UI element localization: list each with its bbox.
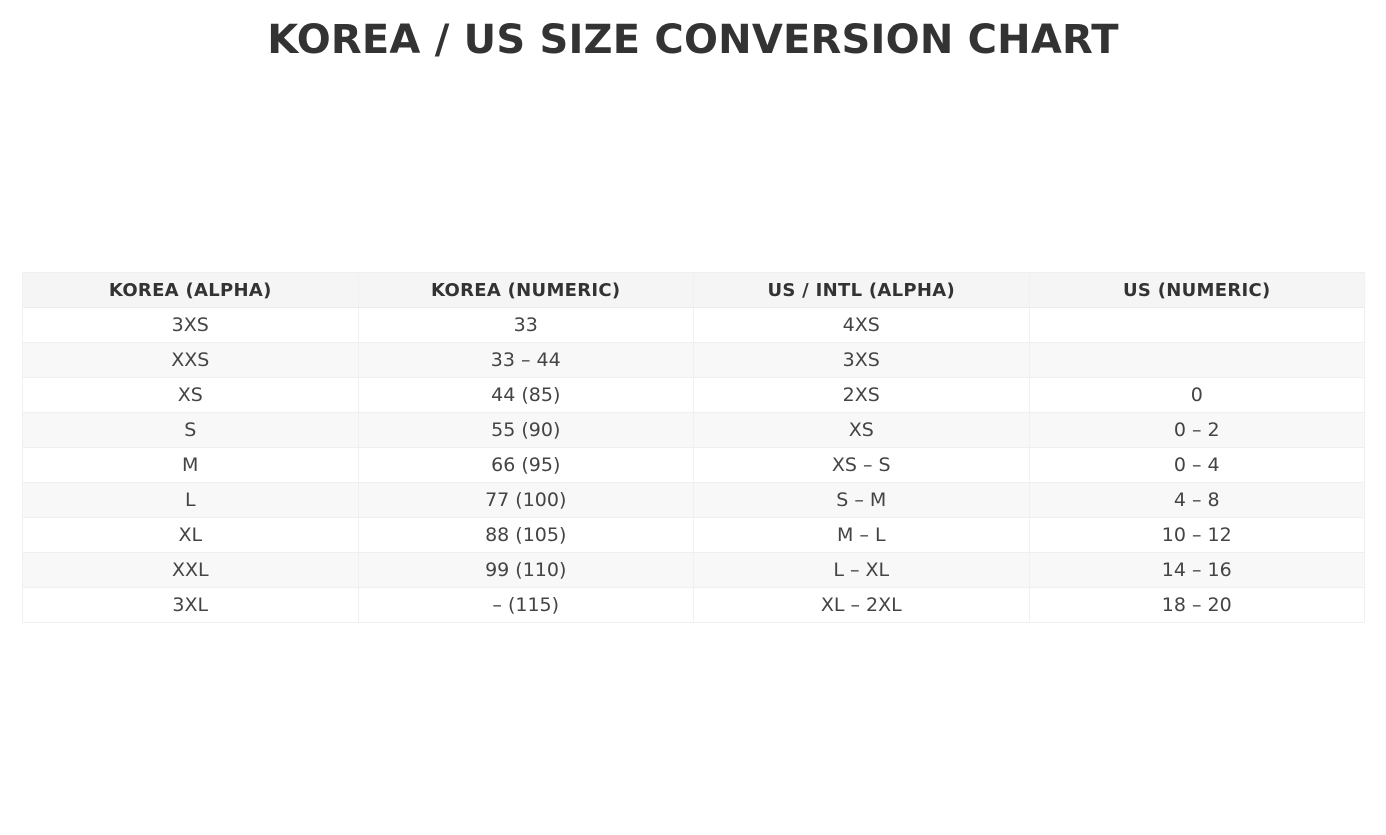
cell-us-intl-alpha: 4XS xyxy=(693,307,1030,343)
cell-korea-numeric: 44 (85) xyxy=(357,377,694,413)
cell-korea-alpha: XL xyxy=(22,517,359,553)
table-body: 3XS 33 4XS XXS 33 – 44 3XS XS 44 (85) 2X… xyxy=(22,307,1365,623)
table-row: L 77 (100) S – M 4 – 8 xyxy=(22,482,1365,518)
size-conversion-table-wrapper: KOREA (ALPHA) KOREA (NUMERIC) US / INTL … xyxy=(22,272,1365,623)
column-header-us-intl-alpha: US / INTL (ALPHA) xyxy=(693,272,1030,308)
cell-us-numeric: 0 xyxy=(1028,377,1365,413)
cell-korea-numeric: – (115) xyxy=(357,587,694,623)
cell-korea-numeric: 33 xyxy=(357,307,694,343)
table-header-row: KOREA (ALPHA) KOREA (NUMERIC) US / INTL … xyxy=(22,272,1365,308)
table-row: 3XL – (115) XL – 2XL 18 – 20 xyxy=(22,587,1365,623)
cell-us-numeric: 0 – 2 xyxy=(1028,412,1365,448)
cell-korea-alpha: S xyxy=(22,412,359,448)
cell-us-numeric xyxy=(1028,342,1365,378)
cell-korea-numeric: 33 – 44 xyxy=(357,342,694,378)
cell-us-intl-alpha: XS xyxy=(693,412,1030,448)
table-row: XS 44 (85) 2XS 0 xyxy=(22,377,1365,413)
cell-us-intl-alpha: S – M xyxy=(693,482,1030,518)
size-conversion-table: KOREA (ALPHA) KOREA (NUMERIC) US / INTL … xyxy=(22,272,1365,623)
cell-us-intl-alpha: 3XS xyxy=(693,342,1030,378)
cell-us-numeric: 0 – 4 xyxy=(1028,447,1365,483)
table-row: XXL 99 (110) L – XL 14 – 16 xyxy=(22,552,1365,588)
cell-us-intl-alpha: M – L xyxy=(693,517,1030,553)
cell-us-numeric: 18 – 20 xyxy=(1028,587,1365,623)
cell-us-intl-alpha: XL – 2XL xyxy=(693,587,1030,623)
cell-us-numeric: 4 – 8 xyxy=(1028,482,1365,518)
cell-us-intl-alpha: XS – S xyxy=(693,447,1030,483)
cell-korea-numeric: 88 (105) xyxy=(357,517,694,553)
column-header-us-numeric: US (NUMERIC) xyxy=(1028,272,1365,308)
cell-korea-numeric: 66 (95) xyxy=(357,447,694,483)
cell-us-numeric: 14 – 16 xyxy=(1028,552,1365,588)
table-row: S 55 (90) XS 0 – 2 xyxy=(22,412,1365,448)
column-header-korea-numeric: KOREA (NUMERIC) xyxy=(357,272,694,308)
table-row: M 66 (95) XS – S 0 – 4 xyxy=(22,447,1365,483)
cell-korea-alpha: XXL xyxy=(22,552,359,588)
table-header: KOREA (ALPHA) KOREA (NUMERIC) US / INTL … xyxy=(22,272,1365,308)
cell-korea-numeric: 77 (100) xyxy=(357,482,694,518)
table-row: 3XS 33 4XS xyxy=(22,307,1365,343)
table-row: XXS 33 – 44 3XS xyxy=(22,342,1365,378)
table-row: XL 88 (105) M – L 10 – 12 xyxy=(22,517,1365,553)
cell-korea-alpha: XXS xyxy=(22,342,359,378)
cell-korea-alpha: M xyxy=(22,447,359,483)
cell-korea-alpha: 3XS xyxy=(22,307,359,343)
cell-korea-alpha: 3XL xyxy=(22,587,359,623)
cell-us-numeric xyxy=(1028,307,1365,343)
cell-korea-numeric: 99 (110) xyxy=(357,552,694,588)
cell-us-intl-alpha: L – XL xyxy=(693,552,1030,588)
cell-us-intl-alpha: 2XS xyxy=(693,377,1030,413)
cell-korea-numeric: 55 (90) xyxy=(357,412,694,448)
page-title: KOREA / US SIZE CONVERSION CHART xyxy=(267,17,1119,63)
cell-korea-alpha: L xyxy=(22,482,359,518)
cell-us-numeric: 10 – 12 xyxy=(1028,517,1365,553)
column-header-korea-alpha: KOREA (ALPHA) xyxy=(22,272,359,308)
cell-korea-alpha: XS xyxy=(22,377,359,413)
